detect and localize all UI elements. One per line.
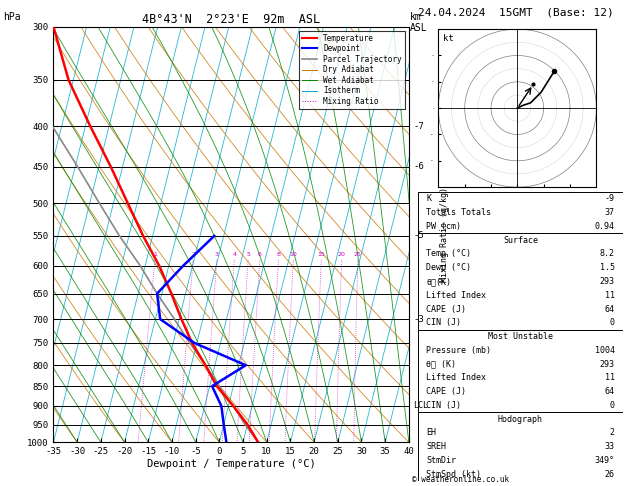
Text: 11: 11 xyxy=(604,291,615,300)
Text: 33: 33 xyxy=(604,442,615,451)
Text: StmSpd (kt): StmSpd (kt) xyxy=(426,470,481,479)
Text: LCL: LCL xyxy=(413,401,428,410)
Text: θᴇ (K): θᴇ (K) xyxy=(426,360,457,368)
Text: 3: 3 xyxy=(215,252,219,257)
Text: kt: kt xyxy=(443,34,454,43)
Text: StmDir: StmDir xyxy=(426,456,457,465)
Text: 15: 15 xyxy=(318,252,325,257)
Text: 64: 64 xyxy=(604,387,615,396)
Text: 24.04.2024  15GMT  (Base: 12): 24.04.2024 15GMT (Base: 12) xyxy=(418,7,614,17)
Text: 0: 0 xyxy=(610,401,615,410)
Text: 2: 2 xyxy=(191,252,195,257)
Legend: Temperature, Dewpoint, Parcel Trajectory, Dry Adiabat, Wet Adiabat, Isotherm, Mi: Temperature, Dewpoint, Parcel Trajectory… xyxy=(299,31,405,109)
Text: © weatheronline.co.uk: © weatheronline.co.uk xyxy=(412,475,509,484)
Text: -5: -5 xyxy=(413,231,424,241)
Text: km: km xyxy=(409,12,421,22)
Text: 293: 293 xyxy=(599,277,615,286)
Text: 0: 0 xyxy=(610,318,615,327)
Text: Dewp (°C): Dewp (°C) xyxy=(426,263,472,272)
Text: Totals Totals: Totals Totals xyxy=(426,208,491,217)
Text: 0.94: 0.94 xyxy=(594,222,615,231)
Text: hPa: hPa xyxy=(3,12,21,22)
Text: -3: -3 xyxy=(413,314,424,324)
Text: 20: 20 xyxy=(338,252,345,257)
Text: Surface: Surface xyxy=(503,236,538,244)
Text: 5: 5 xyxy=(246,252,250,257)
Text: CAPE (J): CAPE (J) xyxy=(426,305,467,313)
Text: 8.2: 8.2 xyxy=(599,249,615,259)
Text: 293: 293 xyxy=(599,360,615,368)
Text: 11: 11 xyxy=(604,373,615,382)
Text: 26: 26 xyxy=(604,470,615,479)
Text: Most Unstable: Most Unstable xyxy=(488,332,553,341)
Text: CAPE (J): CAPE (J) xyxy=(426,387,467,396)
Text: 10: 10 xyxy=(289,252,298,257)
Text: ASL: ASL xyxy=(409,23,427,34)
Text: Lifted Index: Lifted Index xyxy=(426,373,486,382)
Text: Lifted Index: Lifted Index xyxy=(426,291,486,300)
Text: 349°: 349° xyxy=(594,456,615,465)
Text: CIN (J): CIN (J) xyxy=(426,318,462,327)
Text: PW (cm): PW (cm) xyxy=(426,222,462,231)
Text: 1: 1 xyxy=(153,252,157,257)
Text: 8: 8 xyxy=(277,252,281,257)
Text: Hodograph: Hodograph xyxy=(498,415,543,424)
Text: Temp (°C): Temp (°C) xyxy=(426,249,472,259)
Text: K: K xyxy=(426,194,431,203)
Text: SREH: SREH xyxy=(426,442,447,451)
Text: CIN (J): CIN (J) xyxy=(426,401,462,410)
Text: -6: -6 xyxy=(413,162,424,171)
Text: 64: 64 xyxy=(604,305,615,313)
X-axis label: Dewpoint / Temperature (°C): Dewpoint / Temperature (°C) xyxy=(147,459,316,469)
Title: 4B°43'N  2°23'E  92m  ASL: 4B°43'N 2°23'E 92m ASL xyxy=(142,13,320,26)
Text: 37: 37 xyxy=(604,208,615,217)
Text: -9: -9 xyxy=(604,194,615,203)
Text: Pressure (mb): Pressure (mb) xyxy=(426,346,491,355)
Text: 6: 6 xyxy=(258,252,262,257)
Text: 4: 4 xyxy=(232,252,237,257)
Text: EH: EH xyxy=(426,429,437,437)
Text: -7: -7 xyxy=(413,122,424,131)
Text: θᴇ(K): θᴇ(K) xyxy=(426,277,452,286)
Text: Mixing Ratio (g/kg): Mixing Ratio (g/kg) xyxy=(440,187,449,282)
Text: 1.5: 1.5 xyxy=(599,263,615,272)
Text: 1004: 1004 xyxy=(594,346,615,355)
Text: 2: 2 xyxy=(610,429,615,437)
Text: 25: 25 xyxy=(354,252,362,257)
